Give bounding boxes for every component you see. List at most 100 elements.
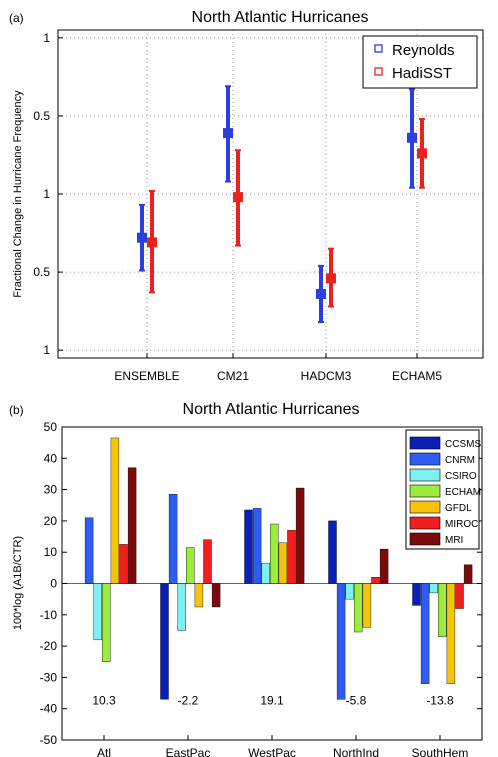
bar-miroc [455,583,464,609]
panel-b-y-ticks: -50 -40 -30 -20 -10 0 10 20 30 40 50 [40,420,482,747]
y-tick-label: 40 [44,451,58,465]
y-tick-label: 0.5 [33,265,50,279]
legend-swatch-cnrm [409,452,441,466]
annotation-mean: 10.3 [92,694,116,708]
y-tick-label: 1 [43,31,50,45]
legend-label-gfdl: GFDL [445,503,472,514]
bar-csiro [177,583,186,631]
panel-b-legend: CCSMS CNRM CSIRO ECHAM GFDL MIROC MRI [405,429,481,550]
bar-cnrm [252,508,262,584]
bar-echam [354,583,363,633]
point-reynolds [223,128,233,139]
y-tick-label: 50 [44,420,58,434]
y-tick-label: -30 [40,670,58,684]
bar-cnrm [336,583,346,700]
y-tick-label: -20 [40,639,58,653]
bar-miroc [287,530,296,584]
bar-ccsms [328,520,337,584]
y-tick-label: 1 [43,343,50,357]
x-tick-label: SouthHem [412,746,469,757]
bar-echam [438,583,447,637]
bar-mri [379,548,389,584]
panel-b-title: North Atlantic Hurricanes [183,401,360,418]
y-tick-label: -50 [40,733,58,747]
legend-label-cnrm: CNRM [445,455,475,466]
bar-mri [463,564,473,584]
bar-miroc [119,544,128,584]
panel-b-x-ticks: Atl EastPac WestPac NorthInd SouthHem [97,735,468,757]
bar-miroc [371,577,380,584]
bar-csiro [345,583,354,600]
bar-mri [127,467,137,584]
bar-ccsms [160,583,169,700]
x-tick-label: CM21 [217,369,249,383]
point-reynolds [316,288,326,299]
x-tick-label: EastPac [166,746,211,757]
panel-a-legend-box [362,35,478,89]
annotation-mean: -13.8 [426,694,454,708]
legend-swatch-miroc [409,516,441,530]
point-reynolds [407,132,417,143]
bar-ccsms [412,583,421,606]
legend-label-miroc: MIROC [445,519,478,530]
point-hadisst [147,237,157,248]
x-tick-label: WestPac [248,746,296,757]
panel-a-y-axis-label: Fractional Change in Hurricane Frequency [12,90,24,298]
legend-label-mri: MRI [445,535,463,546]
bar-ccsms [244,509,253,584]
annotation-mean: 19.1 [260,694,284,708]
point-hadisst [233,192,243,203]
legend-label-hadisst: HadiSST [392,65,452,82]
y-tick-label: -10 [40,608,58,622]
legend-swatch-gfdl [409,500,441,514]
bar-gfdl [362,583,372,628]
point-reynolds [137,232,147,243]
legend-swatch-ccsms [409,436,441,450]
panel-a-x-ticks: ENSEMBLE CM21 HADCM3 ECHAM5 [114,353,442,383]
bar-cnrm [168,494,178,584]
panel-b-label: (b) [9,403,24,417]
bar-gfdl [446,583,456,684]
bar-echam [102,583,111,662]
legend-label-reynolds: Reynolds [392,42,455,59]
annotation-mean: -2.2 [178,694,199,708]
bar-echam [186,547,195,584]
legend-marker-reynolds [374,44,383,53]
point-hadisst [326,273,336,284]
x-tick-label: ECHAM5 [392,369,442,383]
y-tick-label: 0.5 [33,109,50,123]
y-tick-label: 20 [44,514,58,528]
x-tick-label: ENSEMBLE [114,369,179,383]
y-tick-label: -40 [40,702,58,716]
bar-miroc [203,539,212,584]
panel-b-bars [84,437,473,700]
panel-a-title: North Atlantic Hurricanes [192,9,369,26]
legend-swatch-mri [409,532,441,546]
bar-cnrm [84,517,94,584]
y-tick-label: 30 [44,483,58,497]
panel-a-marks [137,85,427,324]
panel-b-annotations: 10.3 -2.2 19.1 -5.8 -13.8 [92,694,454,708]
y-tick-label: 1 [43,187,50,201]
bar-csiro [93,583,102,641]
panel-b: (b) North Atlantic Hurricanes -50-40-30-… [9,401,483,757]
panel-a-label: (a) [9,11,24,25]
bar-echam [270,523,279,584]
point-hadisst [417,148,427,159]
legend-swatch-csiro [409,468,441,482]
bar-csiro [429,583,438,594]
y-tick-label: 10 [44,545,58,559]
panel-a-y-ticks: 1 0.5 1 0.5 1 [33,31,63,357]
bar-mri [295,487,305,584]
y-tick-label: 0 [50,577,57,591]
legend-marker-hadisst [374,67,383,76]
bar-gfdl [278,542,288,584]
bar-gfdl [110,437,120,584]
annotation-mean: -5.8 [346,694,367,708]
bar-cnrm [420,583,430,684]
panel-b-y-axis-label: 100*log (A1B/CTR) [12,536,24,630]
bar-mri [211,583,221,608]
bar-csiro [261,562,270,584]
bar-gfdl [194,583,204,608]
